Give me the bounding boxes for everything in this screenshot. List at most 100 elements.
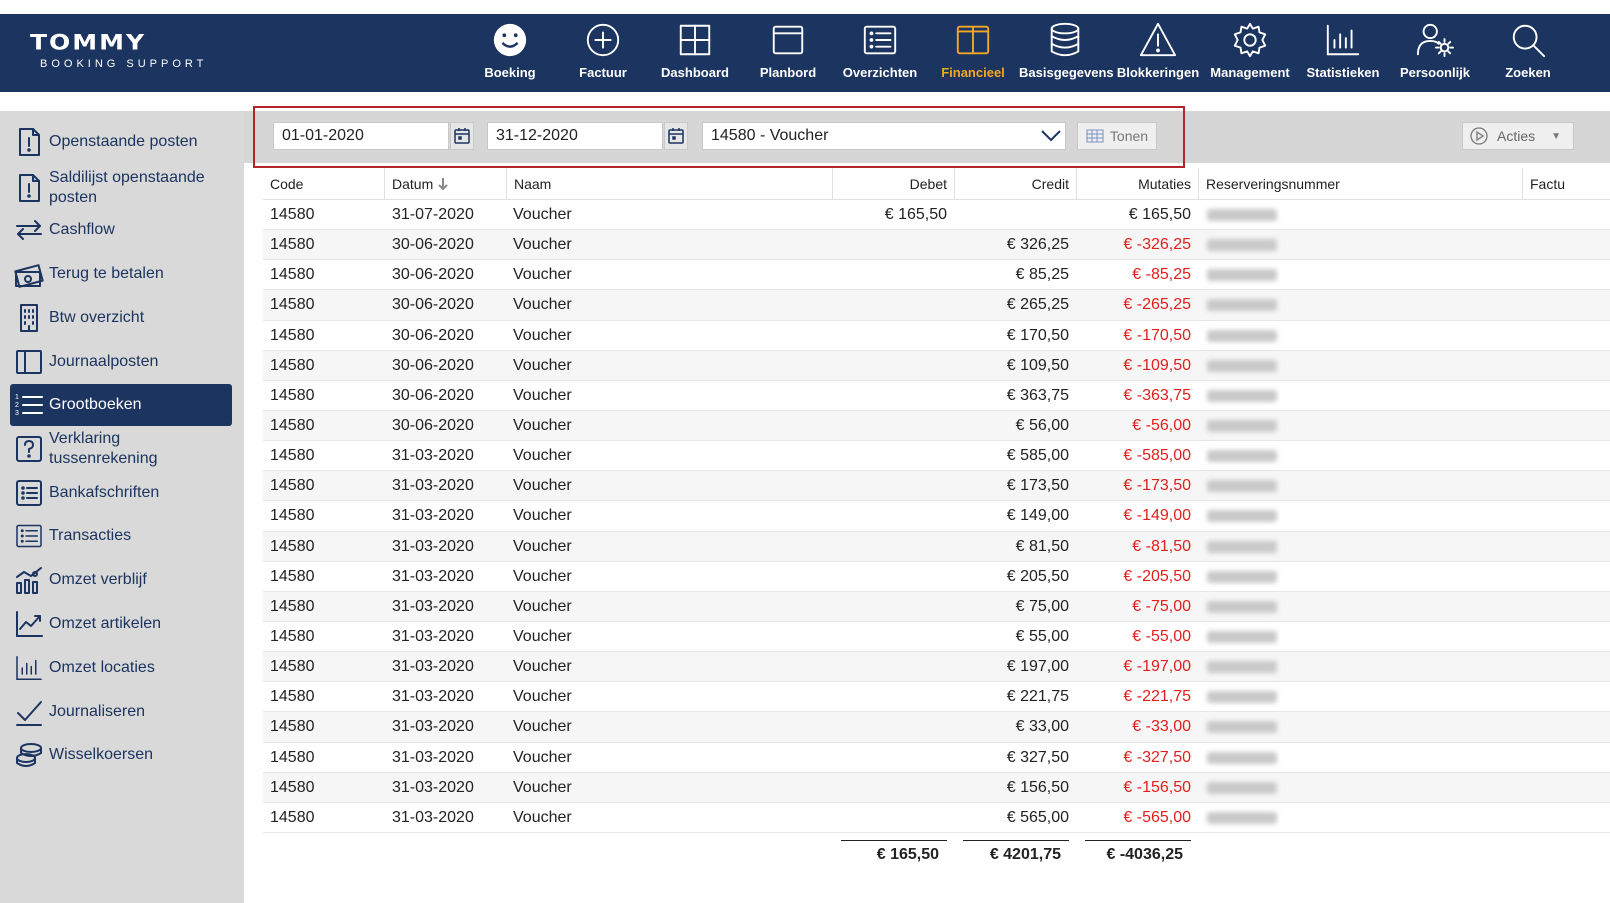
column-header-datum-label: Datum <box>392 176 434 192</box>
table-row[interactable]: 14580 30-06-2020 Voucher € 326,25 € -326,25 <box>263 230 1610 261</box>
table-row[interactable]: 14580 31-03-2020 Voucher € 173,50 € -173,50 <box>263 471 1610 502</box>
show-button-label: Tonen <box>1109 128 1149 144</box>
nav-blokkeringen[interactable]: Blokkeringen <box>1112 14 1204 92</box>
nav-label: Zoeken <box>1505 65 1551 80</box>
cell-naam: Voucher <box>513 266 572 284</box>
cell-mutaties: € -265,25 <box>1123 296 1191 314</box>
cell-code: 14580 <box>270 537 315 555</box>
date-from-input[interactable]: 01-01-2020 <box>273 122 449 150</box>
redacted-reservation-number <box>1207 691 1277 704</box>
redacted-reservation-number <box>1207 209 1277 221</box>
date-from-calendar-button[interactable] <box>450 122 474 150</box>
cell-mutaties: € -326,25 <box>1123 236 1191 254</box>
account-select[interactable]: 14580 - Voucher <box>702 122 1066 150</box>
cell-mutaties: € -173,50 <box>1123 477 1191 495</box>
sidebar-item-wisselkoersen[interactable]: Wisselkoersen <box>10 734 232 776</box>
cell-datum: 31-03-2020 <box>392 748 474 766</box>
cell-naam: Voucher <box>513 356 572 374</box>
table-row[interactable]: 14580 30-06-2020 Voucher € 363,75 € -363,75 <box>263 381 1610 411</box>
table-row[interactable]: 14580 31-03-2020 Voucher € 221,75 € -221,75 <box>263 682 1610 713</box>
table-row[interactable]: 14580 31-03-2020 Voucher € 205,50 € -205,50 <box>263 562 1610 592</box>
sidebar-item-terug-te-betalen[interactable]: Terug te betalen <box>10 253 232 295</box>
sidebar-item-cashflow[interactable]: Cashflow <box>10 209 232 251</box>
sidebar-item-saldilijst-openstaande-posten[interactable]: Saldilijst openstaande posten <box>10 167 232 209</box>
table-row[interactable]: 14580 30-06-2020 Voucher € 109,50 € -109,50 <box>263 350 1610 381</box>
table-row[interactable]: 14580 31-03-2020 Voucher € 149,00 € -149,00 <box>263 501 1610 532</box>
nav-factuur[interactable]: Factuur <box>557 14 649 92</box>
sidebar-item-transacties[interactable]: Transacties <box>10 515 232 557</box>
nav-label: Blokkeringen <box>1116 65 1200 80</box>
sidebar-item-btw-overzicht[interactable]: Btw overzicht <box>10 297 232 339</box>
table-row[interactable]: 14580 31-03-2020 Voucher € 327,50 € -327,50 <box>263 743 1610 773</box>
sidebar-item-bankafschriften[interactable]: Bankafschriften <box>10 472 232 514</box>
sidebar-item-omzet-artikelen[interactable]: Omzet artikelen <box>10 603 232 645</box>
actions-button[interactable]: Acties ▼ <box>1462 122 1574 150</box>
redacted-reservation-number <box>1207 389 1277 402</box>
cell-credit: € 173,50 <box>1006 477 1069 495</box>
cell-code: 14580 <box>270 718 315 736</box>
sidebar-item-omzet-verblijf[interactable]: Omzet verblijf <box>10 559 232 601</box>
date-to-input[interactable]: 31-12-2020 <box>487 122 663 150</box>
table-row[interactable]: 14580 31-03-2020 Voucher € 197,00 € -197,00 <box>263 652 1610 683</box>
cell-naam: Voucher <box>513 236 572 254</box>
cell-code: 14580 <box>270 326 315 344</box>
table-row[interactable]: 14580 31-03-2020 Voucher € 585,00 € -585,00 <box>263 441 1610 472</box>
column-header-factuur[interactable]: Factu <box>1530 176 1566 192</box>
table-row[interactable]: 14580 30-06-2020 Voucher € 85,25 € -85,25 <box>263 260 1610 291</box>
doc-exclaim-icon <box>14 173 44 203</box>
chevron-down-icon[interactable] <box>1037 123 1065 149</box>
table-row[interactable]: 14580 31-03-2020 Voucher € 565,00 € -565,00 <box>263 803 1610 833</box>
cell-mutaties: € -56,00 <box>1132 416 1191 434</box>
nav-financieel[interactable]: Financieel <box>927 14 1019 92</box>
table-row[interactable]: 14580 31-03-2020 Voucher € 33,00 € -33,00 <box>263 712 1610 743</box>
table-row[interactable]: 14580 31-03-2020 Voucher € 75,00 € -75,00 <box>263 591 1610 622</box>
column-header-mutaties[interactable]: Mutaties <box>1077 168 1199 200</box>
column-header-credit[interactable]: Credit <box>955 168 1077 200</box>
sidebar-item-label: Cashflow <box>49 221 115 238</box>
cell-code: 14580 <box>270 507 315 525</box>
nav-dashboard[interactable]: Dashboard <box>649 14 741 92</box>
table-row[interactable]: 14580 31-03-2020 Voucher € 55,00 € -55,00 <box>263 622 1610 653</box>
tommy-logo[interactable]: TOMMY BOOKING SUPPORT <box>30 30 230 70</box>
cell-code: 14580 <box>270 597 315 615</box>
sidebar-item-omzet-locaties[interactable]: Omzet locaties <box>10 647 232 689</box>
column-header-reserveringsnummer[interactable]: Reserveringsnummer <box>1199 168 1523 200</box>
cell-naam: Voucher <box>513 537 572 555</box>
trend-icon <box>14 609 44 639</box>
sidebar-item-verklaring-tussenrekening[interactable]: Verklaring tussenrekening <box>10 428 232 470</box>
table-row[interactable]: 14580 31-03-2020 Voucher € 156,50 € -156,50 <box>263 772 1610 803</box>
cell-datum: 30-06-2020 <box>392 356 474 374</box>
cell-naam: Voucher <box>513 718 572 736</box>
cell-mutaties: € -33,00 <box>1132 718 1191 736</box>
column-header-code[interactable]: Code <box>263 168 385 200</box>
sidebar-item-journaalposten[interactable]: Journaalposten <box>10 341 232 383</box>
nav-overzichten[interactable]: Overzichten <box>834 14 926 92</box>
nav-planbord[interactable]: Planbord <box>742 14 834 92</box>
sidebar-item-grootboeken[interactable]: 1 2 3 Grootboeken <box>10 384 232 426</box>
cell-credit: € 149,00 <box>1006 507 1069 525</box>
table-row[interactable]: 14580 30-06-2020 Voucher € 170,50 € -170,50 <box>263 321 1610 351</box>
column-header-datum[interactable]: Datum <box>385 168 507 200</box>
table-row[interactable]: 14580 30-06-2020 Voucher € 56,00 € -56,00 <box>263 410 1610 442</box>
show-button[interactable]: Tonen <box>1077 122 1157 150</box>
nav-zoeken[interactable]: Zoeken <box>1482 14 1574 92</box>
nav-statistieken[interactable]: Statistieken <box>1297 14 1389 92</box>
cell-mutaties: € -221,75 <box>1123 688 1191 706</box>
table-row[interactable]: 14580 31-07-2020 Voucher € 165,50 € 165,50 <box>263 200 1610 231</box>
nav-persoonlijk[interactable]: Persoonlijk <box>1389 14 1481 92</box>
nav-basisgegevens[interactable]: Basisgegevens <box>1019 14 1114 92</box>
redacted-reservation-number <box>1207 721 1277 734</box>
column-header-debet[interactable]: Debet <box>833 168 955 200</box>
table-row[interactable]: 14580 30-06-2020 Voucher € 265,25 € -265,25 <box>263 290 1610 321</box>
nav-management[interactable]: Management <box>1204 14 1296 92</box>
table-row[interactable]: 14580 31-03-2020 Voucher € 81,50 € -81,50 <box>263 531 1610 562</box>
sidebar-item-openstaande-posten[interactable]: Openstaande posten <box>10 121 232 163</box>
cell-datum: 30-06-2020 <box>392 386 474 404</box>
table-body: 14580 31-07-2020 Voucher € 165,50 € 165,50 14… <box>263 200 1610 833</box>
cell-code: 14580 <box>270 748 315 766</box>
question-icon <box>14 434 44 464</box>
nav-boeking[interactable]: Boeking <box>464 14 556 92</box>
column-header-naam[interactable]: Naam <box>507 168 833 200</box>
date-to-calendar-button[interactable] <box>664 122 688 150</box>
sidebar-item-journaliseren[interactable]: Journaliseren <box>10 691 232 733</box>
